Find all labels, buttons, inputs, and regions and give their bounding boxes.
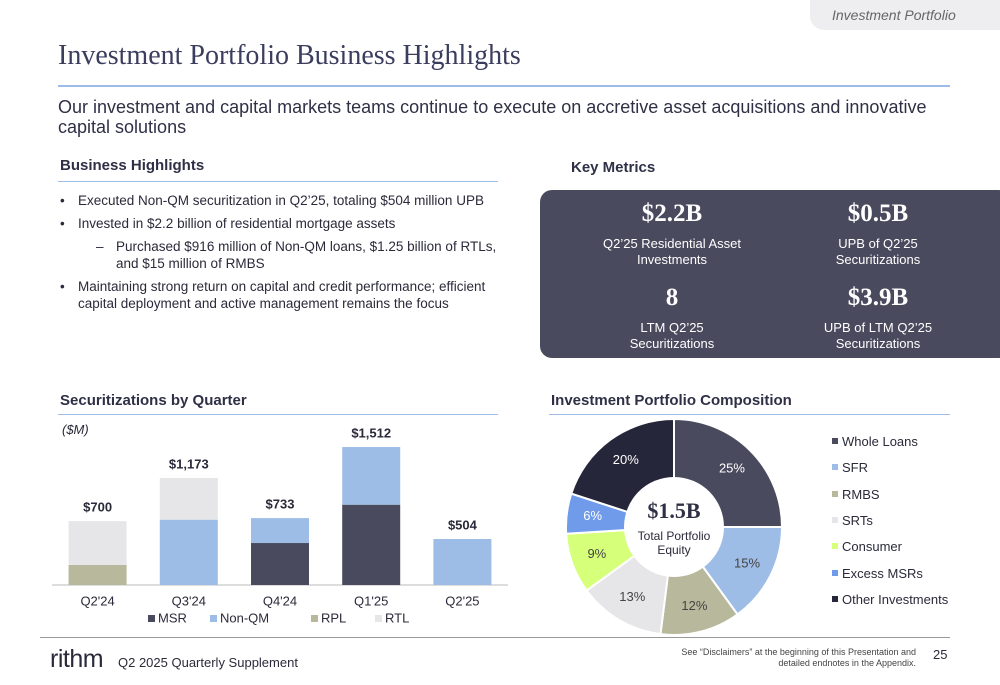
footer-text: Q2 2025 Quarterly Supplement (118, 655, 298, 670)
legend-item: Whole Loans (832, 434, 952, 449)
legend-item: SRTs (832, 513, 952, 528)
legend-swatch (832, 543, 838, 550)
legend-item: SFR (832, 460, 952, 475)
legend-label: RTL (385, 610, 409, 625)
legend-label: Non-QM (220, 610, 269, 625)
bullet: Maintaining strong return on capital and… (60, 278, 500, 312)
legend-item: Other Investments (832, 592, 952, 607)
metric-value: $2.2B (641, 200, 703, 227)
slice-label: 15% (734, 556, 760, 571)
legend-item: Excess MSRs (832, 566, 952, 581)
disclaimer: See “Disclaimers” at the beginning of th… (681, 647, 916, 668)
bullet-text: Maintaining strong return on capital and… (78, 279, 486, 311)
slice-label: 13% (619, 589, 645, 604)
legend-swatch (832, 438, 838, 444)
legend-swatch (311, 615, 318, 622)
metric-label: UPB of Q2’25 Securitizations (835, 236, 921, 267)
bullet: Executed Non-QM securitization in Q2’25,… (60, 192, 500, 209)
title: Investment Portfolio Business Highlights (58, 40, 521, 71)
x-tick-label: Q4'24 (263, 593, 297, 608)
section-heading: Investment Portfolio Composition (551, 392, 792, 409)
total-label: $1,512 (351, 425, 391, 440)
section-tag: Investment Portfolio (832, 7, 956, 23)
subtitle: Our investment and capital markets teams… (58, 97, 927, 137)
footer-rule (40, 637, 950, 638)
legend-label: SFR (842, 460, 868, 476)
metric: 8 LTM Q2’25 Securitizations (572, 284, 772, 352)
bar-segment (251, 518, 309, 544)
slice-label: 25% (719, 460, 745, 475)
bar-segment (251, 543, 309, 585)
section-heading: Securitizations by Quarter (60, 392, 247, 409)
section-rule (58, 414, 498, 415)
x-tick-label: Q1'25 (354, 593, 388, 608)
x-tick-label: Q3'24 (172, 593, 206, 608)
legend-item: Consumer (832, 539, 952, 554)
legend-item: RMBS (832, 487, 952, 502)
tag-bg (810, 0, 1000, 30)
slice-label: 6% (583, 508, 602, 523)
metric-label: Q2’25 Residential Asset Investments (602, 236, 742, 267)
legend-swatch (832, 595, 838, 602)
slice-label: 9% (587, 546, 606, 561)
metrics-panel (540, 190, 1000, 358)
total-label: $733 (266, 497, 295, 512)
legend-swatch (832, 464, 838, 471)
legend-swatch (832, 516, 838, 523)
bar-segment (433, 539, 492, 585)
section-heading: Key Metrics (571, 159, 656, 176)
slice-label: 12% (681, 598, 707, 613)
legend-label: SRTs (842, 512, 873, 528)
legend-swatch (832, 569, 838, 576)
sub-bullet: Purchased $916 million of Non-QM loans, … (96, 238, 500, 272)
bar-segment (159, 519, 218, 585)
total-label: $504 (448, 517, 478, 532)
metric-label: UPB of LTM Q2’25 Securitizations (823, 320, 933, 351)
center-value: $1.5B (647, 498, 701, 523)
bullet-list: Executed Non-QM securitization in Q2’25,… (60, 192, 500, 318)
unit-label: ($M) (62, 422, 89, 437)
legend-label: Whole Loans (842, 434, 918, 449)
metric-value: $0.5B (847, 200, 909, 227)
metric-label: LTM Q2’25 Securitizations (629, 320, 715, 351)
donut-hole (624, 477, 724, 577)
page-number: 25 (933, 647, 948, 662)
section-rule (58, 181, 498, 182)
metric-value: 8 (665, 284, 679, 311)
legend-label: MSR (158, 610, 187, 625)
section-rule (549, 414, 950, 415)
legend-label: RPL (321, 610, 346, 625)
metric: $0.5B UPB of Q2’25 Securitizations (778, 200, 978, 268)
x-tick-label: Q2'25 (445, 593, 479, 608)
bullet: Invested in $2.2 billion of residential … (60, 215, 500, 272)
section-heading: Business Highlights (60, 157, 205, 174)
legend-swatch (210, 615, 217, 622)
center-label: Total Portfolio Equity (637, 529, 711, 557)
title-rule (58, 85, 950, 87)
bar-segment (342, 504, 401, 585)
metric: $2.2B Q2’25 Residential Asset Investments (572, 200, 772, 268)
bullet-text: Invested in $2.2 billion of residential … (78, 216, 396, 231)
legend-swatch (832, 490, 838, 497)
legend-label: RMBS (842, 486, 880, 502)
metric-value: $3.9B (847, 284, 909, 311)
legend-label: Consumer (842, 539, 902, 555)
legend-label: Other Investments (842, 591, 949, 607)
bar-segment (159, 477, 218, 520)
x-tick-label: Q2'24 (80, 593, 114, 608)
legend-label: Excess MSRs (842, 565, 923, 581)
metric: $3.9B UPB of LTM Q2’25 Securitizations (778, 284, 978, 352)
legend-swatch (375, 615, 382, 622)
slice-label: 20% (613, 452, 639, 467)
logo: rithm (50, 645, 104, 673)
total-label: $700 (83, 500, 112, 515)
bar-segment (68, 521, 127, 565)
bar-segment (342, 447, 401, 505)
bullet-text: Executed Non-QM securitization in Q2’25,… (78, 193, 484, 208)
bar-segment (68, 564, 127, 585)
legend-swatch (148, 615, 155, 622)
total-label: $1,173 (169, 456, 209, 471)
